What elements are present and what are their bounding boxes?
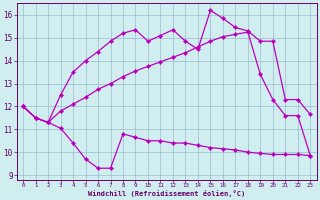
X-axis label: Windchill (Refroidissement éolien,°C): Windchill (Refroidissement éolien,°C) xyxy=(88,190,245,197)
